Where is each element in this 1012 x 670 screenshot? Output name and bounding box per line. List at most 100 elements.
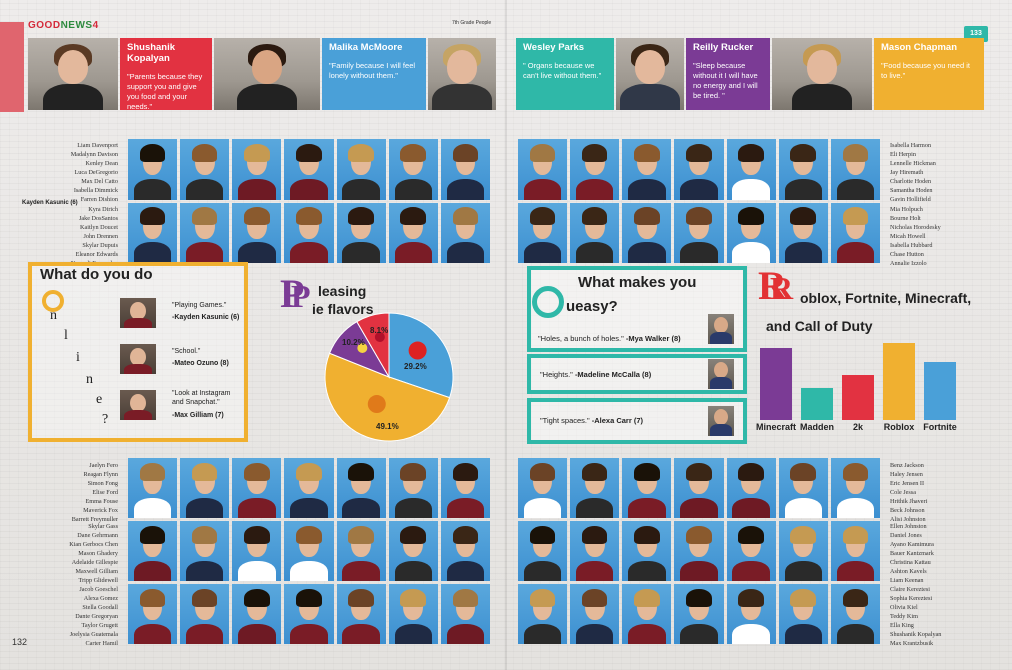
answer-quote: "School.": [172, 348, 201, 355]
pie-label: 8.1%: [370, 326, 389, 335]
student-portrait: [830, 458, 880, 518]
student-portrait: [284, 139, 334, 200]
student-portrait: [180, 521, 230, 581]
student-name: Stella Goodall: [82, 604, 118, 611]
student-portrait: [336, 139, 386, 200]
student-name: Beck Johnson: [890, 507, 925, 514]
quote-photo-5: [772, 38, 872, 110]
student-portrait: [180, 458, 230, 518]
student-portrait: [622, 458, 672, 518]
student-name: Claire Kereztesi: [890, 586, 931, 593]
pie-big-letter: P: [280, 271, 305, 316]
student-name: Max Krantzbusik: [890, 640, 934, 647]
student-portrait: [128, 139, 178, 200]
quote-box-5: Mason Chapman "Food because you need it …: [874, 38, 984, 110]
big-q-circle: [532, 286, 564, 318]
names-bottom-right-1: Benz Jackson Haley Jensen Eric Jensen II Co…: [890, 461, 980, 524]
student-portrait: [336, 202, 386, 263]
quote-name: Wesley Parks: [523, 42, 585, 53]
student-name: Annalie Izzolo: [890, 260, 927, 267]
student-name: Skylar Dupuis: [82, 242, 118, 249]
student-name: Hrithik Jhaveri: [890, 498, 928, 505]
quote-photo-3: [428, 38, 496, 110]
student-name: Elise Ford: [92, 489, 118, 496]
student-portrait: [674, 202, 724, 263]
names-bottom-right-2: Ellen Johnston Daniel Jones Ayano Kamimura…: [890, 522, 980, 585]
pie-slice: [356, 312, 390, 379]
student-name: Emma Fouse: [85, 498, 118, 505]
student-portrait: [440, 521, 490, 581]
quote-box-4: Reilly Rucker "Sleep because without it …: [686, 38, 770, 110]
student-portrait: [128, 584, 178, 644]
student-name: Olivia Kiel: [890, 604, 918, 611]
portrait-grid-top-left: [128, 139, 490, 263]
quote-box-1: Shushanik Kopalyan "Parents because they…: [120, 38, 212, 111]
student-portrait: [518, 202, 568, 263]
student-portrait: [622, 139, 672, 200]
student-portrait: [336, 458, 386, 518]
student-name: Dante Gregoryan: [75, 613, 118, 620]
quote-box-3: Wesley Parks " Organs because we can't l…: [516, 38, 614, 110]
answer-photo: [120, 390, 156, 420]
student-portrait: [778, 584, 828, 644]
student-portrait: [518, 139, 568, 200]
student-portrait: [284, 584, 334, 644]
bar-2k: [842, 375, 874, 420]
games-title-line1: oblox, Fortnite, Minecraft,: [800, 290, 972, 306]
student-portrait: [674, 521, 724, 581]
queasy-answer: "Holes, a bunch of holes." -Mya Walker (…: [538, 334, 681, 343]
queasy-photo: [708, 406, 734, 436]
student-portrait: [570, 202, 620, 263]
student-portrait: [570, 139, 620, 200]
queasy-title-line2: ueasy?: [566, 298, 618, 315]
student-portrait: [570, 521, 620, 581]
queasy-photo: [708, 314, 734, 344]
student-name: Jay Hiremath: [890, 169, 924, 176]
quote-box-2: Malika McMoore "Family because I will fe…: [322, 38, 426, 110]
answer-photo: [120, 298, 156, 328]
student-portrait: [284, 202, 334, 263]
student-name: Isabella Dimmick: [73, 187, 118, 194]
student-portrait: [778, 139, 828, 200]
bar-label: 2k: [852, 422, 863, 432]
student-portrait: [180, 139, 230, 200]
student-portrait: [778, 202, 828, 263]
student-name: Charlotte Hoden: [890, 178, 932, 185]
student-portrait: [778, 521, 828, 581]
student-name: Adelaide Gillespie: [71, 559, 118, 566]
student-name: Jake DosSantos: [78, 215, 118, 222]
student-name: Micah Howell: [890, 233, 926, 240]
student-name: Eric Jensen II: [890, 480, 925, 487]
student-name: Jaelyn Fero: [89, 462, 118, 469]
student-name: Farren Dishion: [80, 196, 118, 203]
games-big-letter-echo: R: [770, 270, 794, 306]
student-name: Shushanik Kopalyan: [890, 631, 942, 638]
names-top-right-2: Mia Holpuch Bourne Holt Nicholas Horodesky…: [890, 205, 980, 268]
games-big-letter: R: [758, 263, 787, 308]
student-portrait: [830, 521, 880, 581]
student-portrait: [440, 139, 490, 200]
student-name: Luca DeGregorio: [74, 169, 118, 176]
banana-icon: [357, 342, 368, 353]
student-name: Ayano Kamimura: [890, 541, 934, 548]
quote-name: Malika McMoore: [329, 42, 403, 53]
student-name: Kyra Dirich: [88, 206, 118, 213]
student-portrait: [232, 139, 282, 200]
big-o-circle: [42, 290, 64, 312]
student-name: Daniel Jones: [890, 532, 922, 539]
student-portrait: [830, 584, 880, 644]
quote-text: "Family because I will feel lonely witho…: [329, 61, 416, 81]
student-name: Teddy Kim: [890, 613, 918, 620]
games-bar-chart: Minecraft Madden 2k Roblox Fortnite: [756, 330, 974, 432]
student-portrait: [232, 458, 282, 518]
student-portrait: [336, 521, 386, 581]
student-name: Jacob Goeschel: [79, 586, 118, 593]
student-portrait: [388, 458, 438, 518]
student-portrait: [232, 584, 282, 644]
pie-title-line2: ie flavors: [312, 301, 374, 317]
student-name: Isabella Hubbard: [890, 242, 933, 249]
names-bottom-right-3: Claire Kereztesi Sophia Kereztesi Olivia K…: [890, 585, 980, 648]
student-portrait: [440, 458, 490, 518]
student-name: Lennelle Hickman: [890, 160, 936, 167]
portrait-grid-bottom-left: [128, 458, 490, 644]
